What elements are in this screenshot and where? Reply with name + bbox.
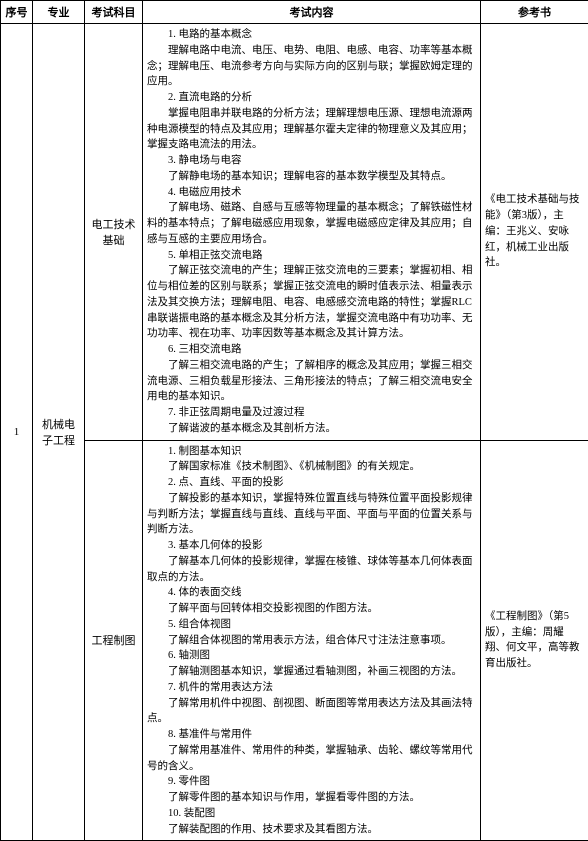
content-line: 了解平面与回转体相交投影视图的作图方法。 <box>147 601 476 617</box>
content-line: 4. 电磁应用技术 <box>147 185 476 201</box>
content-line: 了解正弦交流电的产生；理解正弦交流电的三要素；掌握初相、相位与相位差的区别与联系… <box>147 263 476 342</box>
content-line: 了解基本几何体的投影规律，掌握在棱锥、球体等基本几何体表面取点的方法。 <box>147 554 476 586</box>
content-line: 1. 电路的基本概念 <box>147 27 476 43</box>
header-content: 考试内容 <box>143 1 481 24</box>
content-line: 4. 体的表面交线 <box>147 585 476 601</box>
content-line: 1. 制图基本知识 <box>147 444 476 460</box>
content-line: 了解国家标准《技术制图》、《机械制图》的有关规定。 <box>147 459 476 475</box>
content-line: 了解电场、磁路、自感与互感等物理量的基本概念；了解铁磁性材料的基本特点；了解电磁… <box>147 200 476 247</box>
reference-cell-1: 《电工技术基础与技能》（第3版），主编：王兆义、安咏红，机械工业出版社。 <box>481 24 588 441</box>
content-line: 了解常用基准件、常用件的种类，掌握轴承、齿轮、螺纹等常用代号的含义。 <box>147 743 476 775</box>
content-line: 9. 零件图 <box>147 774 476 790</box>
content-line: 5. 组合体视图 <box>147 617 476 633</box>
content-line: 了解静电场的基本知识；理解电容的基本数学模型及其特点。 <box>147 169 476 185</box>
index-cell: 1 <box>1 24 33 841</box>
content-line: 了解组合体视图的常用表示方法，组合体尺寸注法注意事项。 <box>147 633 476 649</box>
subject-cell-2: 工程制图 <box>85 440 143 841</box>
content-line: 理解电路中电流、电压、电势、电阻、电感、电容、功率等基本概念；理解电压、电流参考… <box>147 43 476 90</box>
table-row: 1 机械电子工程 电工技术基础 1. 电路的基本概念理解电路中电流、电压、电势、… <box>1 24 588 441</box>
content-line: 7. 非正弦周期电量及过渡过程 <box>147 405 476 421</box>
content-line: 了解谐波的基本概念及其剖析方法。 <box>147 421 476 437</box>
content-line: 8. 基准件与常用件 <box>147 727 476 743</box>
content-cell-1: 1. 电路的基本概念理解电路中电流、电压、电势、电阻、电感、电容、功率等基本概念… <box>143 24 481 441</box>
header-major: 专业 <box>33 1 85 24</box>
content-line: 10. 装配图 <box>147 806 476 822</box>
content-line: 3. 基本几何体的投影 <box>147 538 476 554</box>
header-subject: 考试科目 <box>85 1 143 24</box>
content-line: 了解轴测图基本知识，掌握通过看轴测图，补画三视图的方法。 <box>147 664 476 680</box>
header-index: 序号 <box>1 1 33 24</box>
content-line: 3. 静电场与电容 <box>147 153 476 169</box>
major-cell: 机械电子工程 <box>33 24 85 841</box>
content-line: 了解投影的基本知识，掌握特殊位置直线与特殊位置平面投影规律与判断方法；掌握直线与… <box>147 491 476 538</box>
content-line: 2. 点、直线、平面的投影 <box>147 475 476 491</box>
content-line: 掌握电阻串并联电路的分析方法；理解理想电压源、理想电流源两种电源模型的特点及其应… <box>147 106 476 153</box>
content-line: 7. 机件的常用表达方法 <box>147 680 476 696</box>
content-line: 了解装配图的作用、技术要求及其看图方法。 <box>147 822 476 838</box>
content-line: 6. 轴测图 <box>147 648 476 664</box>
header-reference: 参考书 <box>481 1 588 24</box>
header-row: 序号 专业 考试科目 考试内容 参考书 <box>1 1 588 24</box>
content-line: 了解三相交流电路的产生；了解相序的概念及其应用；掌握三相交流电源、三相负载星形接… <box>147 358 476 405</box>
reference-cell-2: 《工程制图》（第5版），主编：周耀翔、何文平，高等教育出版社。 <box>481 440 588 841</box>
content-line: 了解常用机件中视图、剖视图、断面图等常用表达方法及其画法特点。 <box>147 696 476 728</box>
content-line: 2. 直流电路的分析 <box>147 90 476 106</box>
content-line: 了解零件图的基本知识与作用，掌握看零件图的方法。 <box>147 790 476 806</box>
content-line: 5. 单相正弦交流电路 <box>147 248 476 264</box>
subject-cell-1: 电工技术基础 <box>85 24 143 441</box>
content-line: 6. 三相交流电路 <box>147 342 476 358</box>
table-row: 工程制图 1. 制图基本知识了解国家标准《技术制图》、《机械制图》的有关规定。2… <box>1 440 588 841</box>
curriculum-table: 序号 专业 考试科目 考试内容 参考书 1 机械电子工程 电工技术基础 1. 电… <box>0 0 588 841</box>
content-cell-2: 1. 制图基本知识了解国家标准《技术制图》、《机械制图》的有关规定。2. 点、直… <box>143 440 481 841</box>
